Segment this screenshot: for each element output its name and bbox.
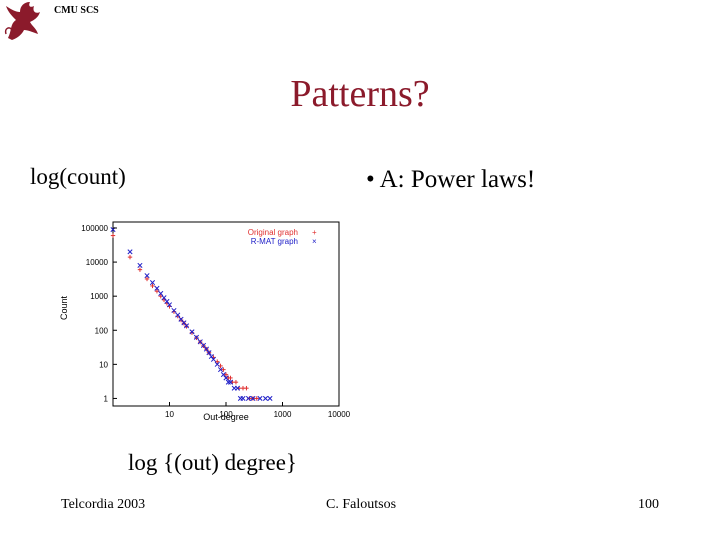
rmat-point-25 xyxy=(220,372,226,378)
legend-original: Original graph xyxy=(248,228,298,237)
original-point-29 xyxy=(233,379,239,385)
footer-event: Telcordia 2003 xyxy=(61,497,146,512)
rmat-point-30 xyxy=(234,385,241,391)
original-point-12 xyxy=(178,317,184,323)
footer-author: C. Faloutsos xyxy=(326,497,397,512)
y-tick-label-1: 10 xyxy=(99,360,108,369)
original-point-5 xyxy=(154,288,160,294)
original-point-27 xyxy=(228,375,233,381)
legend-original-marker: + xyxy=(312,228,317,237)
x-tick-label-3: 10000 xyxy=(328,410,351,419)
rmat-point-18 xyxy=(200,342,207,348)
original-point-32 xyxy=(244,385,249,391)
rmat-point-16 xyxy=(193,334,200,340)
original-point-35 xyxy=(254,396,259,401)
degree-distribution-chart: 10 100 1000 10000 1 10 100 1000 10000 100000 Coun… xyxy=(59,221,351,422)
rmat-point-9 xyxy=(166,302,173,308)
rmat-point-22 xyxy=(210,356,217,362)
y-tick-label-5: 100000 xyxy=(81,224,108,233)
griffin-logo-icon xyxy=(4,2,40,40)
rmat-point-24 xyxy=(217,367,224,373)
rmat-point-5 xyxy=(154,285,160,291)
bullet-point: • A: Power laws! xyxy=(366,166,536,193)
rmat-point-34 xyxy=(250,395,256,401)
rmat-point-11 xyxy=(175,312,181,318)
original-point-2 xyxy=(137,267,143,272)
page-title: Patterns? xyxy=(290,73,430,115)
y-tick-label-3: 1000 xyxy=(90,292,108,301)
y-axis-note: log(count) xyxy=(30,164,126,189)
rmat-point-27 xyxy=(225,379,231,385)
y-tick-label-4: 10000 xyxy=(86,258,109,267)
rmat-point-10 xyxy=(171,307,177,314)
rmat-point-36 xyxy=(262,395,269,401)
rmat-point-33 xyxy=(245,395,252,401)
original-point-0 xyxy=(110,233,116,238)
rmat-point-14 xyxy=(183,323,190,329)
original-point-4 xyxy=(150,283,155,289)
rmat-point-28 xyxy=(227,379,234,385)
legend-rmat: R-MAT graph xyxy=(251,237,298,246)
legend-rmat-marker: × xyxy=(312,237,317,246)
original-point-3 xyxy=(144,276,150,282)
rmat-point-20 xyxy=(206,350,212,356)
rmat-point-3 xyxy=(144,273,150,279)
chart-x-label: Out-degree xyxy=(203,412,249,422)
x-axis-note: log {(out) degree} xyxy=(128,450,297,475)
rmat-point-6 xyxy=(158,290,164,297)
page-number: 100 xyxy=(638,497,659,512)
x-tick-label-1: 100 xyxy=(219,410,233,419)
rmat-point-19 xyxy=(203,346,209,352)
rmat-point-8 xyxy=(164,298,170,305)
rmat-point-37 xyxy=(267,395,273,401)
x-tick-label-0: 10 xyxy=(165,410,174,419)
rmat-point-23 xyxy=(214,361,220,367)
y-tick-label-2: 100 xyxy=(95,326,109,335)
x-tick-label-2: 1000 xyxy=(274,410,292,419)
rmat-point-4 xyxy=(149,280,156,286)
y-tick-label-0: 1 xyxy=(104,394,109,403)
rmat-point-1 xyxy=(127,249,133,255)
chart-y-label: Count xyxy=(59,296,69,321)
rmat-point-35 xyxy=(257,395,263,401)
rmat-point-26 xyxy=(223,375,229,381)
original-point-24 xyxy=(221,367,226,372)
rmat-point-2 xyxy=(137,262,143,268)
rmat-point-15 xyxy=(189,329,195,335)
original-point-25 xyxy=(223,372,229,377)
original-point-1 xyxy=(127,254,133,260)
original-point-22 xyxy=(215,359,220,364)
rmat-point-32 xyxy=(240,395,246,401)
rmat-point-7 xyxy=(161,295,167,301)
header-label: CMU SCS xyxy=(54,5,99,16)
rmat-point-21 xyxy=(208,353,214,360)
